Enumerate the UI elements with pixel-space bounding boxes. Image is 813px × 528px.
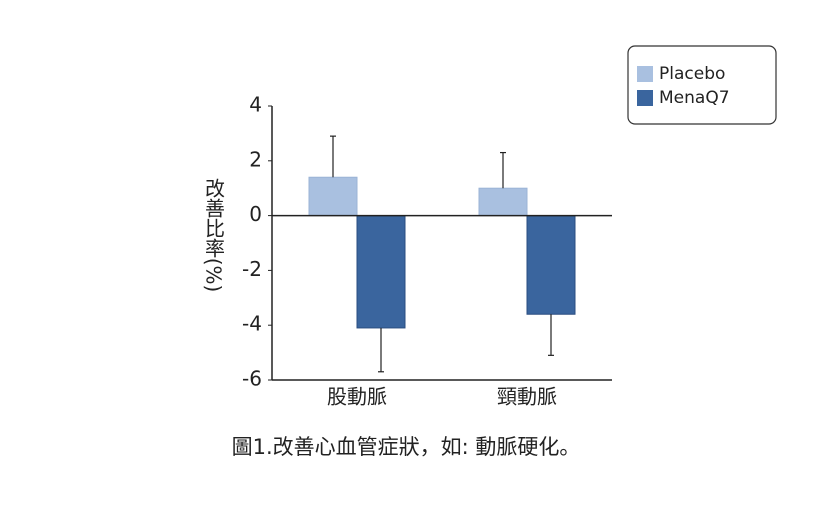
- bar: [478, 187, 528, 217]
- legend-label: Placebo: [659, 64, 725, 84]
- bar: [356, 215, 406, 329]
- y-tick-label: -4: [242, 312, 262, 336]
- bar: [526, 215, 576, 315]
- y-tick-label: -6: [242, 367, 262, 391]
- y-tick-label: 4: [249, 93, 262, 117]
- legend-swatch: [637, 66, 653, 82]
- legend-swatch: [637, 90, 653, 106]
- y-tick-label: 2: [249, 147, 262, 171]
- legend-label: MenaQ7: [659, 88, 730, 108]
- bar: [308, 176, 358, 217]
- y-tick-label: -2: [242, 257, 262, 281]
- y-tick-label: 0: [249, 202, 262, 226]
- x-tick-label: 股動脈: [327, 385, 387, 409]
- y-axis-label: 改善比率(%): [202, 177, 226, 292]
- legend-box: [627, 45, 777, 125]
- caption: 圖1.改善心血管症狀，如: 動脈硬化。: [232, 435, 581, 459]
- x-tick-label: 頸動脈: [497, 385, 557, 409]
